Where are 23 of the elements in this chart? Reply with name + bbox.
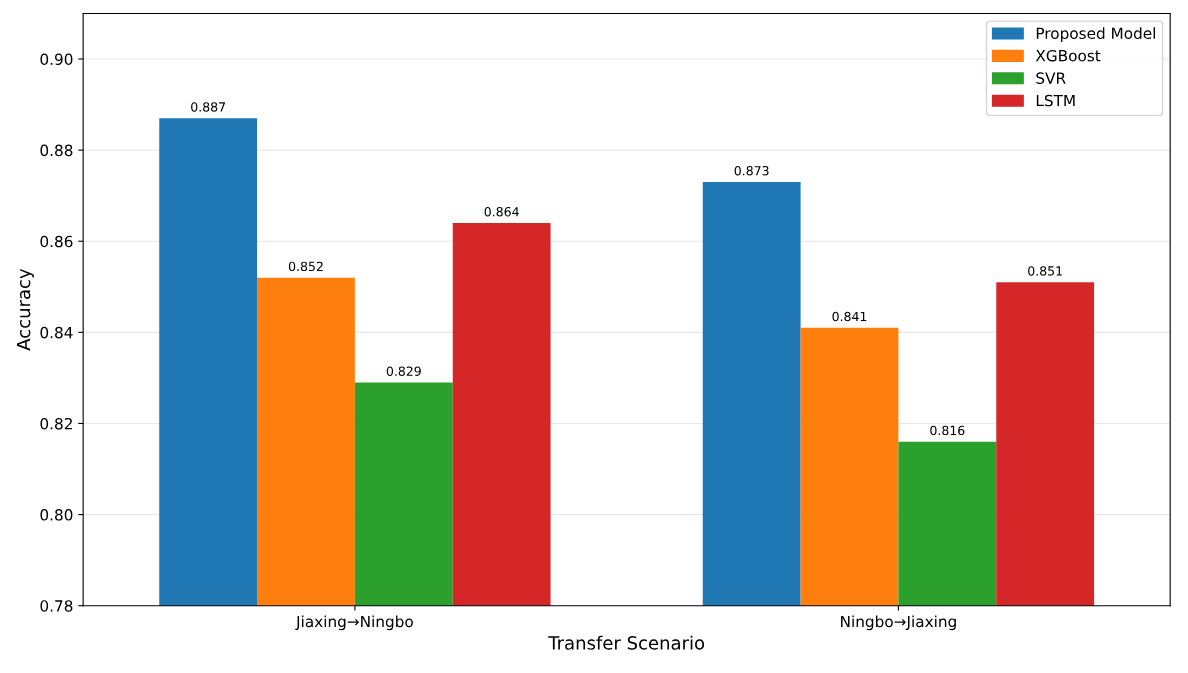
legend-label: LSTM xyxy=(1036,94,1075,107)
data-label: 0.816 xyxy=(930,425,965,436)
y-tick-label: 0.90 xyxy=(40,53,73,66)
legend-label: SVR xyxy=(1036,72,1066,84)
y-tick-label: 0.88 xyxy=(40,144,73,157)
data-label: 0.864 xyxy=(484,206,519,217)
data-label: 0.873 xyxy=(734,165,769,176)
x-axis-title: Transfer Scenario xyxy=(548,635,705,650)
data-label: 0.852 xyxy=(288,261,323,272)
data-label: 0.829 xyxy=(386,366,421,376)
data-label: 0.887 xyxy=(191,102,225,112)
y-tick-label: 0.78 xyxy=(40,600,73,612)
y-tick-label: 0.86 xyxy=(40,235,73,248)
data-label: 0.841 xyxy=(832,311,867,322)
y-axis-title: Accuracy xyxy=(16,268,34,351)
legend-label: XGBoost xyxy=(1035,49,1101,62)
data-label: 0.851 xyxy=(1028,266,1062,276)
y-tick-label: 0.82 xyxy=(40,417,72,430)
x-tick-label: Ningbo→Jiaxing xyxy=(841,615,956,631)
y-tick-label: 0.84 xyxy=(40,326,73,339)
y-tick-label: 0.80 xyxy=(40,509,73,521)
legend-label: Proposed Model xyxy=(1036,27,1155,42)
x-tick-label: Jiaxing→Ningbo xyxy=(295,615,413,631)
